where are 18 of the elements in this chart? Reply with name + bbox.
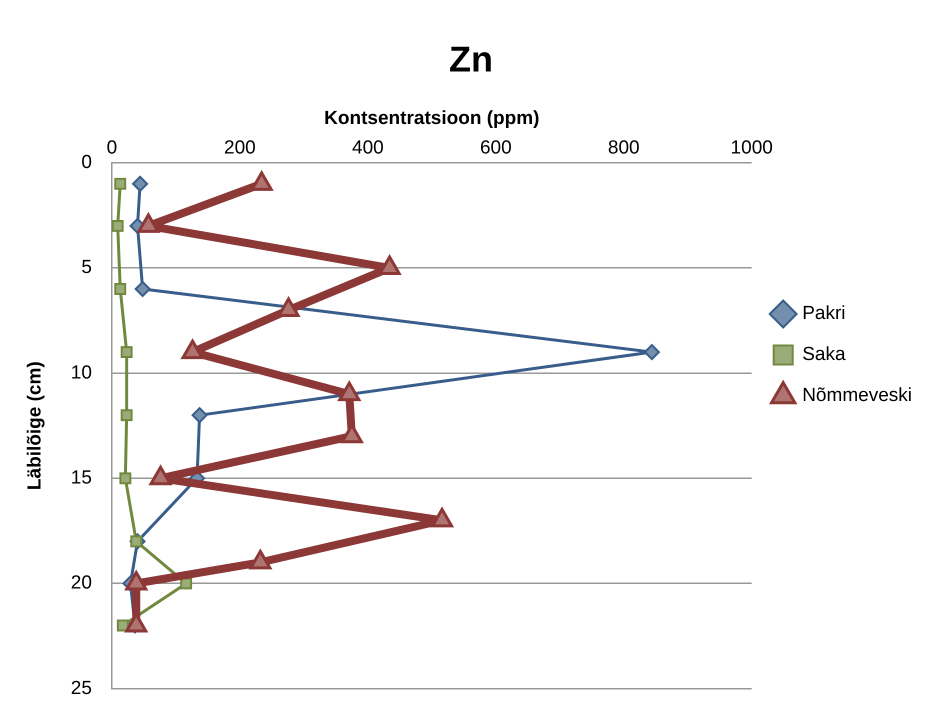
y-axis-title: Läbilõige (cm) <box>24 361 46 490</box>
x-tick-label: 200 <box>224 138 256 159</box>
y-tick-label: 0 <box>81 152 92 174</box>
chart-title: Zn <box>449 38 493 80</box>
y-tick-label: 20 <box>70 572 92 594</box>
y-tick-label: 15 <box>70 468 92 489</box>
x-axis-title: Kontsentratsioon (ppm) <box>324 108 540 129</box>
x-tick-label: 1000 <box>730 138 773 159</box>
x-tick-label: 600 <box>480 138 512 159</box>
x-tick-label: 800 <box>608 138 640 159</box>
legend-label: Pakri <box>802 303 846 324</box>
legend-label: Saka <box>802 344 846 366</box>
y-tick-label: 5 <box>81 257 92 278</box>
y-tick-label: 25 <box>70 678 92 699</box>
x-tick-label: 400 <box>352 138 384 159</box>
x-tick-label: 0 <box>106 138 118 159</box>
legend-label: Nõmmeveski <box>802 385 912 406</box>
y-tick-label: 10 <box>70 362 92 384</box>
